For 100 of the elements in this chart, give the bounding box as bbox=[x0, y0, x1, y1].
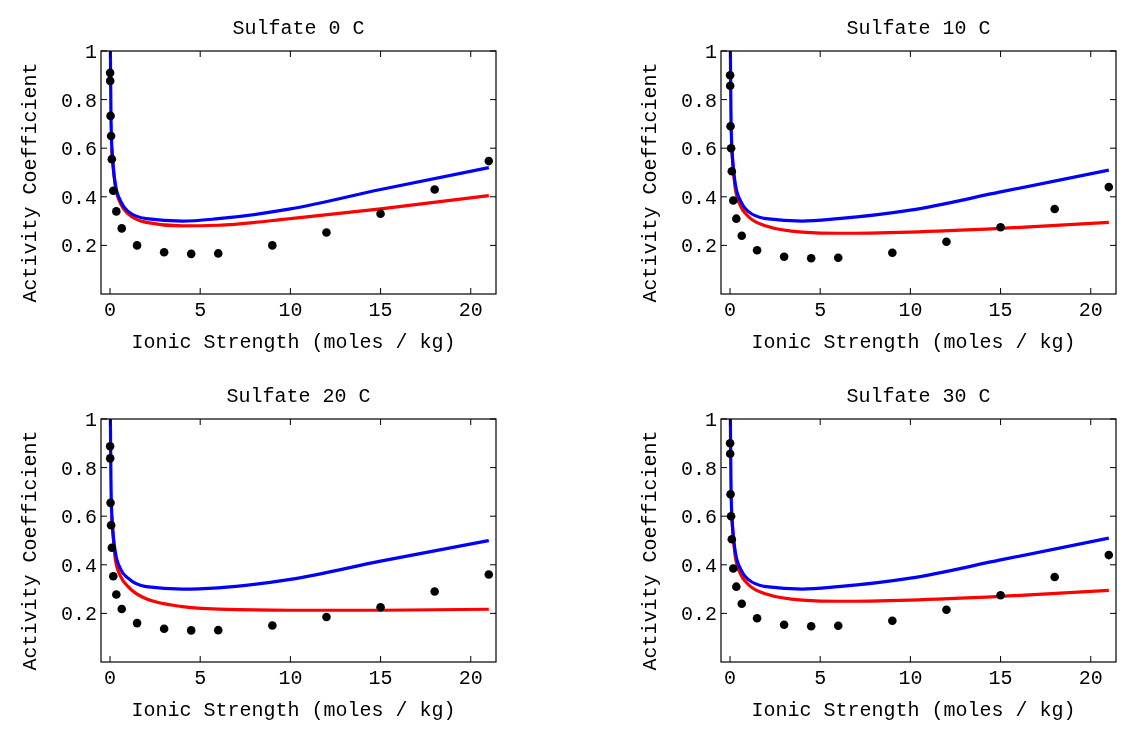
point bbox=[430, 587, 439, 596]
x-axis-title: Ionic Strength (moles / kg) bbox=[131, 331, 456, 354]
x-tick-label: 15 bbox=[368, 299, 393, 322]
point bbox=[186, 626, 196, 635]
point bbox=[105, 76, 115, 86]
point bbox=[484, 570, 494, 579]
y-tick-label: 1 bbox=[704, 409, 717, 432]
point bbox=[1104, 182, 1114, 192]
x-tick-label: 0 bbox=[104, 299, 117, 322]
point bbox=[727, 534, 737, 544]
y-axis-title: Activity Coefficient bbox=[639, 430, 662, 671]
point bbox=[779, 252, 789, 262]
x-tick-label: 15 bbox=[988, 667, 1013, 690]
x-tick-label: 0 bbox=[724, 299, 737, 322]
point bbox=[728, 564, 738, 573]
point bbox=[376, 603, 385, 612]
y-tick-label: 0.6 bbox=[60, 506, 97, 530]
point bbox=[159, 624, 169, 634]
point bbox=[105, 441, 115, 451]
x-tick-label: 20 bbox=[1078, 299, 1103, 322]
point bbox=[112, 590, 121, 599]
point bbox=[833, 621, 843, 631]
point bbox=[1050, 572, 1059, 582]
x-tick-label: 5 bbox=[814, 299, 827, 322]
x-tick-label: 10 bbox=[898, 667, 923, 690]
point bbox=[942, 605, 951, 615]
y-tick-label: 0.4 bbox=[60, 554, 97, 578]
line-series bbox=[728, 417, 1111, 591]
y-tick-label: 0.2 bbox=[680, 235, 717, 259]
y-tick-label: 0.2 bbox=[60, 603, 97, 627]
x-tick-label: 0 bbox=[724, 667, 737, 690]
y-tick-label: 0.8 bbox=[60, 457, 97, 481]
point bbox=[725, 449, 735, 459]
point bbox=[430, 185, 439, 194]
point bbox=[268, 621, 277, 630]
point bbox=[106, 111, 115, 121]
chart-title: Sulfate 20 C bbox=[226, 385, 371, 408]
chart-title: Sulfate 30 C bbox=[846, 385, 991, 408]
y-tick-label: 0.8 bbox=[680, 457, 717, 481]
y-tick-label: 0.6 bbox=[60, 138, 97, 162]
x-tick-label: 0 bbox=[104, 667, 117, 690]
point bbox=[888, 616, 897, 625]
x-tick-label: 5 bbox=[194, 667, 207, 690]
point bbox=[159, 247, 169, 257]
y-tick-label: 1 bbox=[84, 41, 97, 64]
point bbox=[732, 214, 741, 223]
point bbox=[806, 621, 816, 631]
point bbox=[132, 618, 142, 628]
point bbox=[726, 490, 735, 499]
y-tick-label: 1 bbox=[704, 41, 717, 64]
y-tick-label: 0.2 bbox=[60, 235, 97, 259]
point bbox=[268, 241, 277, 250]
point bbox=[728, 196, 738, 205]
point bbox=[213, 249, 223, 258]
line-series bbox=[108, 417, 491, 591]
point bbox=[1050, 204, 1059, 214]
point bbox=[732, 582, 741, 591]
x-tick-label: 15 bbox=[988, 299, 1013, 322]
point bbox=[106, 131, 116, 141]
y-tick-label: 0.8 bbox=[60, 89, 97, 113]
point bbox=[806, 253, 816, 263]
y-tick-label: 0.6 bbox=[680, 138, 717, 162]
y-tick-label: 0.6 bbox=[680, 506, 717, 530]
y-axis-title: Activity Coefficient bbox=[19, 430, 42, 671]
point bbox=[484, 156, 494, 166]
line-series bbox=[728, 49, 1111, 223]
y-tick-label: 1 bbox=[84, 409, 97, 432]
point bbox=[132, 241, 142, 250]
chart-title: Sulfate 10 C bbox=[846, 17, 991, 40]
point bbox=[752, 613, 762, 623]
point bbox=[726, 511, 736, 521]
point bbox=[107, 543, 117, 553]
point bbox=[737, 599, 747, 608]
point bbox=[737, 231, 747, 240]
point bbox=[117, 604, 127, 614]
x-tick-label: 5 bbox=[814, 667, 827, 690]
point bbox=[725, 81, 735, 91]
y-tick-label: 0.4 bbox=[680, 554, 717, 578]
y-tick-label: 0.8 bbox=[680, 89, 717, 113]
point bbox=[376, 209, 385, 219]
point bbox=[106, 498, 115, 508]
x-tick-label: 20 bbox=[458, 299, 483, 322]
y-tick-label: 0.4 bbox=[680, 186, 717, 210]
point bbox=[942, 237, 951, 247]
x-axis-title: Ionic Strength (moles / kg) bbox=[751, 699, 1076, 722]
x-axis-title: Ionic Strength (moles / kg) bbox=[751, 331, 1076, 354]
x-tick-label: 10 bbox=[278, 299, 303, 322]
point bbox=[779, 620, 789, 630]
point bbox=[106, 520, 116, 530]
point bbox=[996, 222, 1005, 232]
x-tick-label: 15 bbox=[368, 667, 393, 690]
point bbox=[725, 439, 735, 448]
point bbox=[752, 245, 762, 255]
point bbox=[322, 612, 331, 622]
point bbox=[888, 248, 897, 257]
point bbox=[1104, 550, 1114, 560]
point bbox=[108, 571, 118, 581]
point bbox=[726, 143, 736, 153]
point bbox=[108, 186, 118, 196]
point bbox=[727, 166, 737, 176]
